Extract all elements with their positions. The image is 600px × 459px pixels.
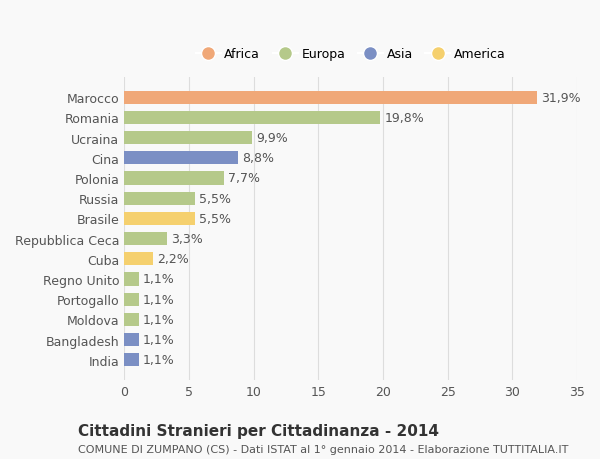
Text: 8,8%: 8,8% xyxy=(242,152,274,165)
Bar xyxy=(124,192,196,205)
Text: 5,5%: 5,5% xyxy=(199,213,232,225)
Bar xyxy=(124,152,238,165)
Text: Cittadini Stranieri per Cittadinanza - 2014: Cittadini Stranieri per Cittadinanza - 2… xyxy=(78,423,439,438)
Text: 1,1%: 1,1% xyxy=(142,313,174,326)
Bar xyxy=(124,213,196,225)
Bar xyxy=(124,313,139,326)
Legend: Africa, Europa, Asia, America: Africa, Europa, Asia, America xyxy=(192,45,509,65)
Text: 1,1%: 1,1% xyxy=(142,293,174,306)
Bar xyxy=(124,293,139,306)
Text: 31,9%: 31,9% xyxy=(541,91,580,105)
Bar xyxy=(124,353,139,367)
Text: 1,1%: 1,1% xyxy=(142,333,174,347)
Bar xyxy=(124,112,380,125)
Text: COMUNE DI ZUMPANO (CS) - Dati ISTAT al 1° gennaio 2014 - Elaborazione TUTTITALIA: COMUNE DI ZUMPANO (CS) - Dati ISTAT al 1… xyxy=(78,444,568,454)
Text: 7,7%: 7,7% xyxy=(228,172,260,185)
Text: 1,1%: 1,1% xyxy=(142,273,174,286)
Text: 2,2%: 2,2% xyxy=(157,253,188,266)
Bar xyxy=(124,132,253,145)
Text: 19,8%: 19,8% xyxy=(385,112,424,124)
Bar xyxy=(124,273,139,286)
Text: 1,1%: 1,1% xyxy=(142,353,174,366)
Bar xyxy=(124,233,167,246)
Text: 3,3%: 3,3% xyxy=(171,233,203,246)
Bar xyxy=(124,333,139,347)
Text: 5,5%: 5,5% xyxy=(199,192,232,205)
Bar xyxy=(124,252,153,266)
Bar xyxy=(124,172,224,185)
Text: 9,9%: 9,9% xyxy=(256,132,288,145)
Bar xyxy=(124,91,537,105)
